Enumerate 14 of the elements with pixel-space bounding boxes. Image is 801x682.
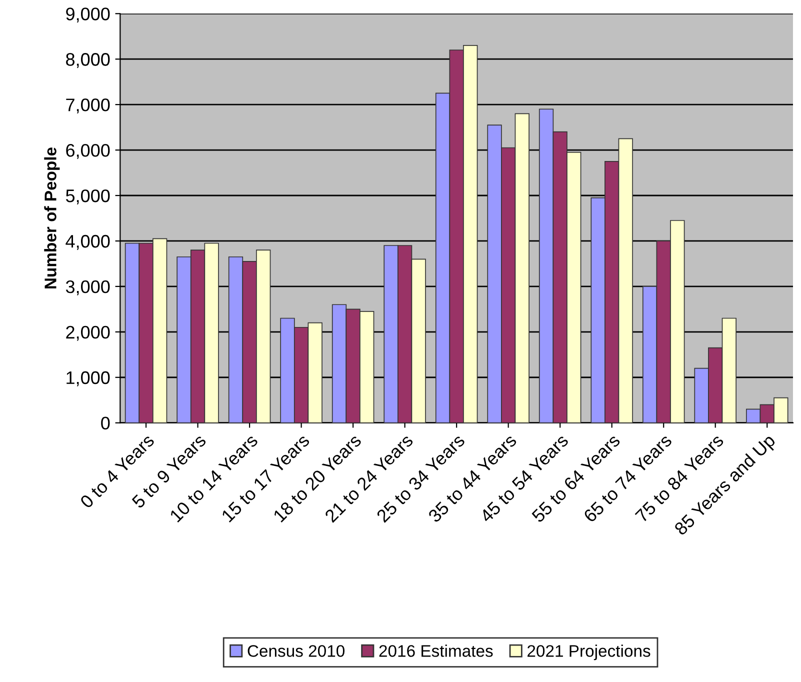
y-tick-label: 2,000: [66, 326, 110, 341]
y-tick-label: 8,000: [66, 53, 110, 68]
y-tick-label: 5,000: [66, 189, 110, 204]
y-axis-title: Number of People: [44, 148, 60, 288]
y-tick-label: 6,000: [66, 144, 110, 159]
y-tick-label: 0: [101, 416, 110, 430]
y-tick-label: 1,000: [66, 371, 110, 386]
legend-label: 2021 Projections: [528, 644, 650, 660]
y-tick-label: 3,000: [66, 280, 110, 296]
y-tick-label: 4,000: [66, 234, 110, 250]
legend-label: Census 2010: [248, 645, 345, 657]
legend-label: 2016 Estimates: [379, 644, 493, 657]
y-tick-label: 9,000: [66, 8, 110, 22]
y-tick-label: 7,000: [66, 98, 110, 114]
